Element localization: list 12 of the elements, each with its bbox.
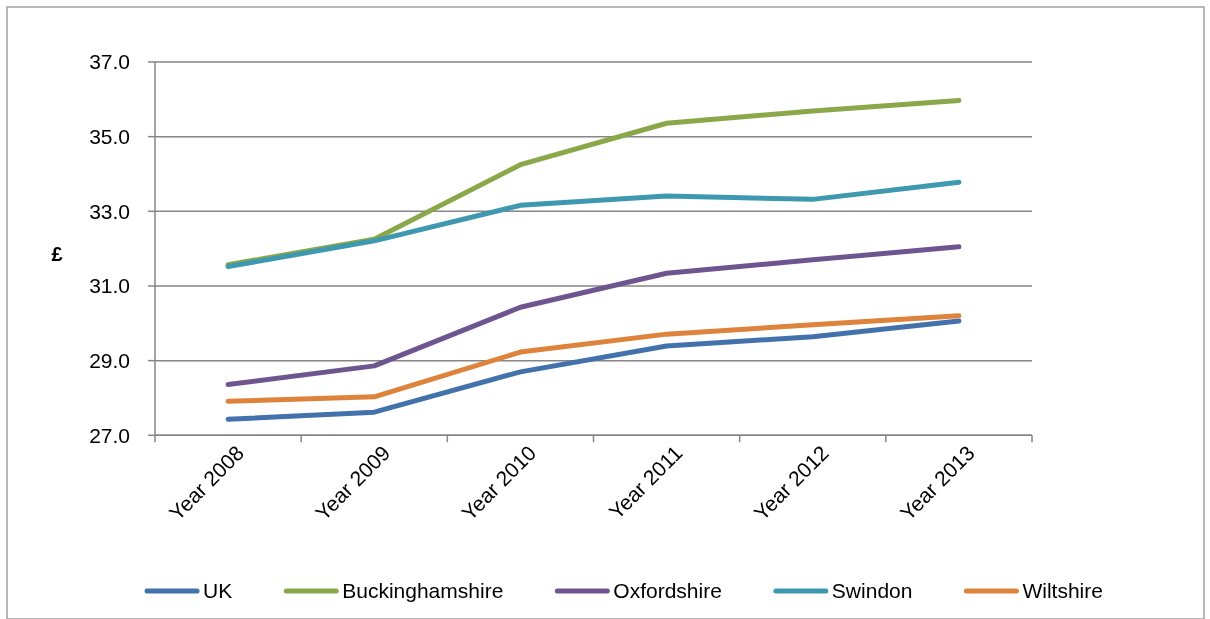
legend-label: Buckinghamshire — [342, 579, 504, 603]
y-tick-label: 37.0 — [89, 50, 130, 74]
y-tick-label: 29.0 — [89, 348, 130, 372]
legend-label: Wiltshire — [1022, 579, 1103, 603]
y-tick-label: 31.0 — [89, 274, 130, 298]
y-tick-label: 33.0 — [89, 199, 130, 223]
y-axis-title: £ — [51, 243, 63, 265]
y-tick-label: 27.0 — [89, 423, 130, 447]
legend-label: Swindon — [831, 579, 913, 603]
y-tick-label: 35.0 — [89, 125, 130, 149]
legend-label: UK — [203, 579, 233, 603]
legend-label: Oxfordshire — [613, 579, 722, 603]
